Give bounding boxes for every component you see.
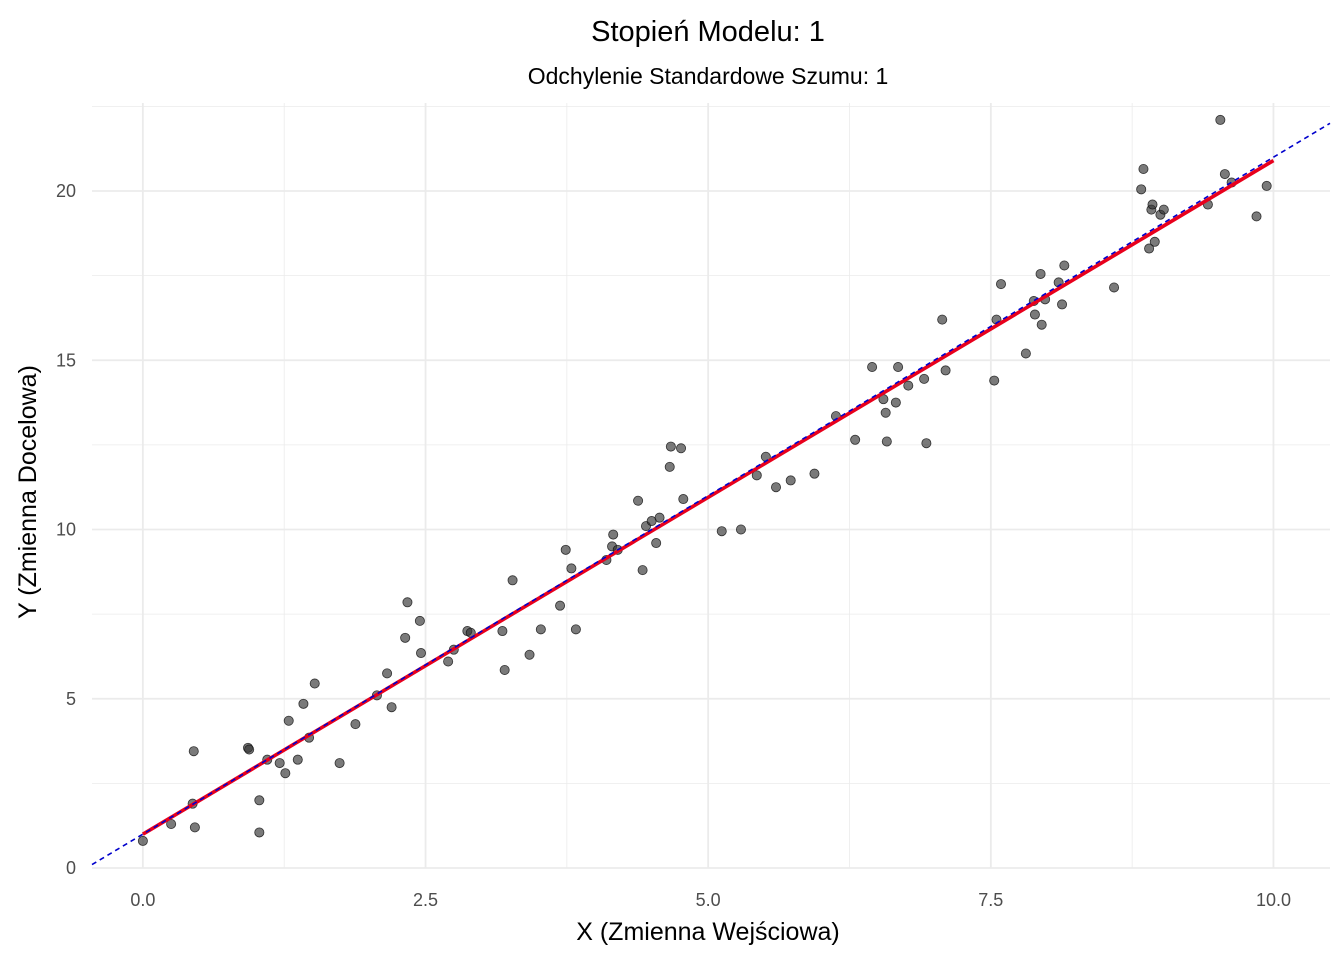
data-point — [937, 314, 948, 325]
data-point — [497, 626, 508, 637]
data-point — [1149, 236, 1160, 247]
x-tick-label: 2.5 — [413, 890, 438, 910]
data-point — [414, 615, 425, 626]
data-point — [298, 698, 309, 709]
data-point — [1109, 282, 1120, 293]
data-point — [654, 512, 665, 523]
data-point — [499, 664, 510, 675]
chart-subtitle: Odchylenie Standardowe Szumu: 1 — [528, 63, 889, 89]
data-point — [995, 279, 1006, 290]
data-point — [382, 668, 393, 679]
data-point — [665, 441, 676, 452]
chart-title: Stopień Modelu: 1 — [591, 16, 825, 48]
data-point — [940, 365, 951, 376]
data-point — [386, 702, 397, 713]
data-point — [1144, 243, 1155, 254]
x-axis-title: X (Zmienna Wejściowa) — [576, 918, 840, 946]
data-point — [334, 758, 345, 769]
data-point — [1020, 348, 1031, 359]
data-point — [890, 397, 901, 408]
data-point — [1219, 169, 1230, 180]
data-point — [1251, 211, 1262, 222]
data-point — [903, 380, 914, 391]
data-point — [283, 715, 294, 726]
x-axis-ticks: 0.0 2.5 5.0 7.5 10.0 — [130, 890, 1291, 910]
data-point — [989, 375, 1000, 386]
data-point — [416, 648, 427, 659]
data-point — [1035, 268, 1046, 279]
x-tick-label: 0.0 — [130, 890, 155, 910]
model-lines — [91, 122, 1331, 866]
data-point — [309, 678, 320, 689]
data-point — [867, 362, 878, 373]
data-point — [1029, 309, 1040, 320]
y-tick-label: 20 — [56, 181, 76, 201]
data-point — [137, 835, 148, 846]
data-point — [507, 575, 518, 586]
data-point — [1215, 114, 1226, 125]
data-point — [1138, 164, 1149, 175]
data-point — [555, 600, 566, 611]
data-point — [921, 438, 932, 449]
data-point — [664, 461, 675, 472]
data-point — [188, 746, 199, 757]
data-point — [400, 632, 411, 643]
data-point — [651, 538, 662, 549]
y-axis-ticks: 0 5 10 15 20 — [56, 181, 76, 878]
data-point — [292, 754, 303, 765]
data-point — [881, 436, 892, 447]
y-tick-label: 10 — [56, 520, 76, 540]
data-point — [254, 795, 265, 806]
data-point — [280, 768, 291, 779]
data-point — [785, 475, 796, 486]
grid-minor — [92, 103, 1330, 868]
data-point — [1057, 299, 1068, 310]
data-point — [751, 470, 762, 481]
data-point — [735, 524, 746, 535]
data-point — [850, 434, 861, 445]
data-point — [274, 758, 285, 769]
data-point — [919, 373, 930, 384]
data-point — [443, 656, 454, 667]
data-point — [1036, 319, 1047, 330]
data-point — [608, 529, 619, 540]
data-point — [350, 719, 361, 730]
data-point — [1158, 204, 1169, 215]
fitted-model-line — [141, 158, 1275, 836]
y-axis-title: Y (Zmienna Docelowa) — [14, 365, 42, 619]
data-point — [633, 495, 644, 506]
data-point — [637, 565, 648, 576]
data-point — [535, 624, 546, 635]
data-point — [809, 468, 820, 479]
y-tick-label: 15 — [56, 350, 76, 370]
data-point — [716, 526, 727, 537]
data-point — [893, 362, 904, 373]
data-point — [189, 822, 200, 833]
data-point — [1261, 180, 1272, 191]
data-point — [560, 544, 571, 555]
data-point — [880, 407, 891, 418]
true-function-line — [91, 122, 1331, 866]
data-point — [676, 443, 687, 454]
data-point — [524, 649, 535, 660]
y-tick-label: 0 — [66, 858, 76, 878]
data-point — [570, 624, 581, 635]
data-point — [566, 563, 577, 574]
data-point — [1136, 184, 1147, 195]
y-tick-label: 5 — [66, 689, 76, 709]
data-point — [678, 494, 689, 505]
data-point — [402, 597, 413, 608]
data-point — [244, 744, 255, 755]
data-point — [1059, 260, 1070, 271]
data-point — [254, 827, 265, 838]
data-point — [771, 482, 782, 493]
data-point — [1147, 199, 1158, 210]
x-tick-label: 5.0 — [696, 890, 721, 910]
grid-major — [92, 103, 1330, 869]
x-tick-label: 7.5 — [978, 890, 1003, 910]
x-tick-label: 10.0 — [1256, 890, 1291, 910]
